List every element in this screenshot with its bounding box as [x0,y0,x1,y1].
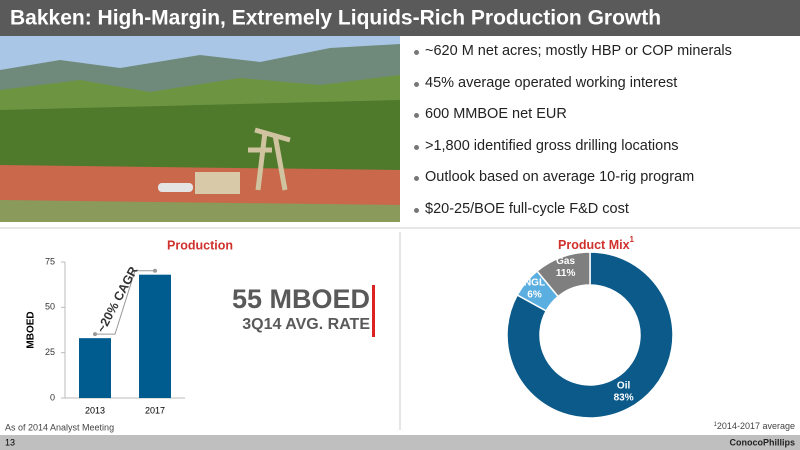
chart-title-text: Product Mix [558,238,630,252]
slice-value: 6% [527,290,542,301]
bullet-dot [414,207,419,213]
footnote: 12014-2017 average [714,421,795,431]
bar [139,274,171,398]
slice-label: NGL [524,278,545,289]
x-tick-label: 2013 [85,405,105,415]
source-note: As of 2014 Analyst Meeting [5,422,114,432]
bullet-dot [414,176,419,181]
bullet: ~620 M net acres; mostly HBP or COP mine… [425,43,732,59]
bullet: 45% average operated working interest [425,74,678,91]
title-bar [0,0,800,36]
bullet: >1,800 identified gross drilling locatio… [425,137,679,154]
x-tick-label: 2017 [145,405,165,415]
y-tick-label: 75 [45,256,55,266]
accent-bar [372,285,375,337]
title-marker: 1 [630,235,635,244]
logo: ConocoPhillips [729,437,795,447]
growth-line [95,270,155,335]
bullet-dot [414,113,419,118]
growth-dot [153,268,157,273]
bullet: 600 MMBOE net EUR [425,106,567,122]
footnote-marker: 1 [714,422,718,428]
headline-sub: 3Q14 AVG. RATE [242,316,370,333]
y-tick-label: 0 [50,392,55,402]
annotation: ~20% CAGR [94,264,140,335]
bullet: $20-25/BOE full-cycle F&D cost [425,200,629,217]
slice-value: 83% [614,392,634,403]
bar [79,338,111,398]
slice-label: Gas [556,256,575,267]
page-number: 13 [5,437,15,447]
photo [0,36,400,222]
bullet: Outlook based on average 10-rig program [425,169,695,185]
headline: 55 MBOED [231,284,370,314]
bullet-dot [414,81,419,87]
chart-title: Production [167,238,233,252]
footer-bar [0,435,800,450]
pie-slice [536,251,591,298]
bullet-dot [414,50,419,55]
slice-label: Oil [617,380,631,391]
slide-title: Bakken: High-Margin, Extremely Liquids-R… [10,7,661,30]
y-axis-label: MBOED [26,311,37,348]
slice-value: 11% [556,268,576,279]
y-tick-label: 50 [45,302,55,312]
growth-dot [93,332,97,337]
chart-title: Product Mix1 [558,235,635,252]
pie-slice [506,251,674,419]
footnote-text: 2014-2017 average [717,421,795,431]
bullet-dot [414,144,419,150]
y-tick-label: 25 [45,347,55,357]
